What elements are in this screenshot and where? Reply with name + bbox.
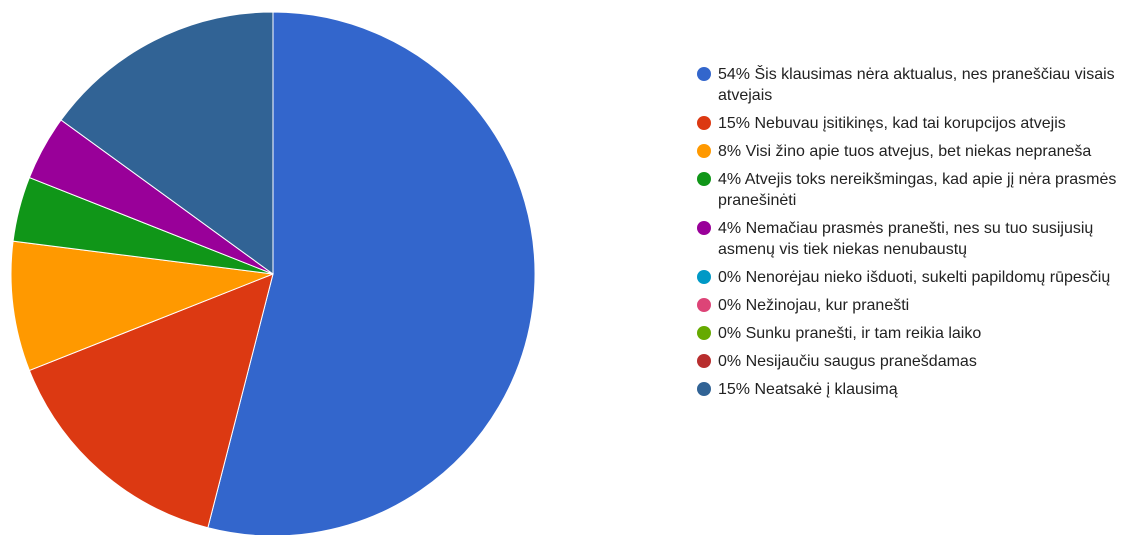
legend-value: 15% bbox=[718, 381, 751, 398]
legend-text: 0% Nenorėjau nieko išduoti, sukelti papi… bbox=[718, 267, 1136, 288]
legend-value: 54% bbox=[718, 66, 751, 83]
legend-value: 0% bbox=[718, 325, 742, 342]
legend-label: Nenorėjau nieko išduoti, sukelti papildo… bbox=[745, 269, 1111, 286]
legend-item: 8% Visi žino apie tuos atvejus, bet niek… bbox=[697, 141, 1137, 162]
legend-label: Visi žino apie tuos atvejus, bet niekas … bbox=[745, 143, 1092, 160]
legend-item: 54% Šis klausimas nėra aktualus, nes pra… bbox=[697, 64, 1137, 106]
legend-label: Nežinojau, kur pranešti bbox=[745, 297, 910, 314]
legend-value: 15% bbox=[718, 115, 751, 132]
legend-text: 0% Nežinojau, kur pranešti bbox=[718, 295, 1136, 316]
legend-swatch bbox=[697, 67, 711, 81]
legend-item: 0% Sunku pranešti, ir tam reikia laiko bbox=[697, 323, 1137, 344]
legend-item: 0% Nesijaučiu saugus pranešdamas bbox=[697, 351, 1137, 372]
pie-slice bbox=[207, 11, 536, 535]
legend-swatch bbox=[697, 116, 711, 130]
legend-swatch bbox=[697, 221, 711, 235]
legend-swatch bbox=[697, 382, 711, 396]
legend-text: 54% Šis klausimas nėra aktualus, nes pra… bbox=[718, 64, 1136, 106]
legend-text: 4% Atvejis toks nereikšmingas, kad apie … bbox=[718, 169, 1136, 211]
legend-text: 8% Visi žino apie tuos atvejus, bet niek… bbox=[718, 141, 1136, 162]
legend-label: Sunku pranešti, ir tam reikia laiko bbox=[745, 325, 982, 342]
legend-value: 0% bbox=[718, 297, 742, 314]
legend-swatch bbox=[697, 354, 711, 368]
legend-item: 4% Nemačiau prasmės pranešti, nes su tuo… bbox=[697, 218, 1137, 260]
legend-label: Nebuvau įsitikinęs, kad tai korupcijos a… bbox=[754, 115, 1066, 132]
legend-value: 0% bbox=[718, 353, 742, 370]
legend-swatch bbox=[697, 326, 711, 340]
legend-swatch bbox=[697, 144, 711, 158]
pie-slice bbox=[10, 240, 274, 372]
legend: 54% Šis klausimas nėra aktualus, nes pra… bbox=[697, 64, 1137, 407]
pie-slice bbox=[60, 11, 274, 275]
legend-text: 4% Nemačiau prasmės pranešti, nes su tuo… bbox=[718, 218, 1136, 260]
legend-label: Šis klausimas nėra aktualus, nes pranešč… bbox=[718, 66, 1115, 104]
legend-swatch bbox=[697, 270, 711, 284]
legend-value: 0% bbox=[718, 269, 742, 286]
legend-label: Nesijaučiu saugus pranešdamas bbox=[745, 353, 977, 370]
legend-value: 8% bbox=[718, 143, 742, 160]
pie bbox=[10, 11, 536, 535]
legend-text: 15% Nebuvau įsitikinęs, kad tai korupcij… bbox=[718, 113, 1136, 134]
legend-item: 4% Atvejis toks nereikšmingas, kad apie … bbox=[697, 169, 1137, 211]
legend-text: 0% Nesijaučiu saugus pranešdamas bbox=[718, 351, 1136, 372]
pie-slice bbox=[28, 273, 274, 529]
legend-label: Atvejis toks nereikšmingas, kad apie jį … bbox=[718, 171, 1117, 209]
legend-item: 0% Nežinojau, kur pranešti bbox=[697, 295, 1137, 316]
legend-text: 0% Sunku pranešti, ir tam reikia laiko bbox=[718, 323, 1136, 344]
legend-item: 0% Nenorėjau nieko išduoti, sukelti papi… bbox=[697, 267, 1137, 288]
legend-swatch bbox=[697, 172, 711, 186]
legend-item: 15% Nebuvau įsitikinęs, kad tai korupcij… bbox=[697, 113, 1137, 134]
legend-label: Nemačiau prasmės pranešti, nes su tuo su… bbox=[718, 220, 1094, 258]
legend-item: 15% Neatsakė į klausimą bbox=[697, 379, 1137, 400]
legend-value: 4% bbox=[718, 171, 742, 188]
legend-label: Neatsakė į klausimą bbox=[754, 381, 898, 398]
legend-swatch bbox=[697, 298, 711, 312]
legend-value: 4% bbox=[718, 220, 742, 237]
legend-text: 15% Neatsakė į klausimą bbox=[718, 379, 1136, 400]
